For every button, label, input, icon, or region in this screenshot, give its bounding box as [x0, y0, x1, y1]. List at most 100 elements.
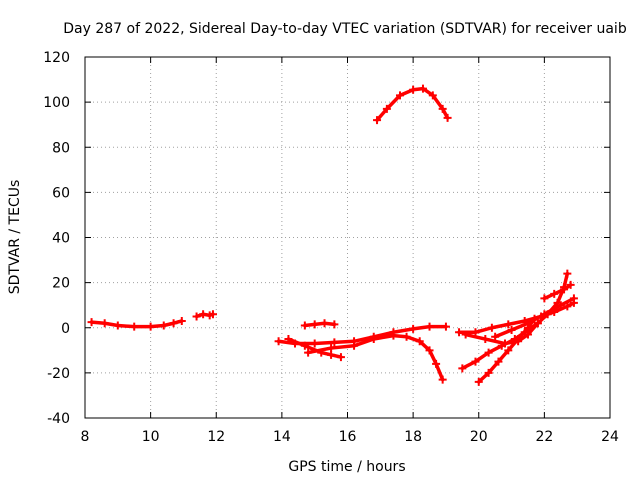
- axes: 8 10 12 14 16 18 20 22 24 -40 -20 0 20 40 60 80 100 120: [43, 50, 619, 445]
- series-arc-12: [491, 294, 578, 341]
- x-tick-label: 24: [601, 429, 619, 445]
- data-point: [428, 91, 437, 100]
- data-point: [415, 337, 424, 346]
- series-arc-3: [373, 84, 452, 125]
- data-point: [569, 294, 578, 303]
- data-point: [533, 319, 542, 328]
- series-line: [375, 86, 450, 122]
- data-point: [330, 320, 339, 329]
- series-arc-7: [304, 331, 447, 384]
- y-tick-label: 80: [52, 140, 70, 156]
- data-point: [507, 326, 516, 335]
- data-point: [87, 318, 96, 327]
- data-point: [100, 319, 109, 328]
- data-point: [350, 341, 359, 350]
- series-arc-13: [540, 280, 575, 303]
- x-tick-label: 12: [207, 429, 225, 445]
- data-point: [566, 280, 575, 289]
- data-point: [402, 332, 411, 341]
- series-line: [493, 296, 576, 339]
- data-point: [336, 353, 345, 362]
- data-point: [491, 332, 500, 341]
- data-point: [471, 357, 480, 366]
- series-line: [542, 283, 573, 301]
- series-arc-2: [192, 310, 217, 321]
- data-point: [300, 321, 309, 330]
- data-point: [443, 113, 452, 122]
- y-tick-label: 40: [52, 231, 70, 247]
- data-point: [438, 104, 447, 113]
- grid-lines: [85, 57, 610, 418]
- data-point: [113, 321, 122, 330]
- data-point: [369, 335, 378, 344]
- data-point: [310, 339, 319, 348]
- data-point: [199, 310, 208, 319]
- data-point: [441, 322, 450, 331]
- data-point: [159, 321, 168, 330]
- x-tick-label: 10: [142, 429, 160, 445]
- series-line: [303, 321, 337, 328]
- data-point: [523, 330, 532, 339]
- data-point: [540, 294, 549, 303]
- data-series: [87, 84, 578, 386]
- data-point: [327, 350, 336, 359]
- data-point: [320, 319, 329, 328]
- data-point: [556, 301, 565, 310]
- x-tick-label: 20: [470, 429, 488, 445]
- y-tick-label: 20: [52, 276, 70, 292]
- x-tick-label: 22: [535, 429, 553, 445]
- x-tick-label: 14: [273, 429, 291, 445]
- data-point: [389, 331, 398, 340]
- data-point: [540, 310, 549, 319]
- y-tick-label: 0: [61, 321, 70, 337]
- data-point: [130, 322, 139, 331]
- data-point: [418, 84, 427, 93]
- data-point: [484, 368, 493, 377]
- data-point: [169, 319, 178, 328]
- data-point: [425, 346, 434, 355]
- data-point: [409, 85, 418, 94]
- data-point: [304, 348, 313, 357]
- data-point: [432, 359, 441, 368]
- data-point: [514, 337, 523, 346]
- data-point: [481, 335, 490, 344]
- data-point: [409, 324, 418, 333]
- data-point: [487, 323, 496, 332]
- data-point: [373, 116, 382, 125]
- data-point: [501, 339, 509, 348]
- x-tick-label: 8: [81, 429, 90, 445]
- data-point: [523, 319, 532, 328]
- data-point: [563, 269, 572, 278]
- data-point: [330, 338, 339, 347]
- data-point: [382, 104, 391, 113]
- series-arc-9: [458, 269, 572, 373]
- x-tick-label: 18: [404, 429, 422, 445]
- data-point: [425, 322, 434, 331]
- data-point: [396, 91, 404, 100]
- data-point: [504, 346, 513, 355]
- series-arc-1: [87, 316, 186, 331]
- data-point: [474, 377, 483, 386]
- data-point: [484, 348, 493, 357]
- y-tick-label: 120: [43, 50, 70, 66]
- data-point: [146, 322, 155, 331]
- data-point: [284, 335, 293, 344]
- data-point: [504, 320, 513, 329]
- series-line: [306, 333, 445, 382]
- data-point: [310, 320, 319, 329]
- data-point: [461, 330, 470, 339]
- y-tick-label: 60: [52, 185, 70, 201]
- data-point: [274, 337, 283, 346]
- series-arc-11: [461, 319, 542, 348]
- y-axis-label: SDTVAR / TECUs: [7, 180, 23, 295]
- data-point: [458, 364, 467, 373]
- data-point: [327, 344, 336, 353]
- y-tick-label: 100: [43, 95, 70, 111]
- data-point: [455, 328, 464, 337]
- x-axis-label: GPS time / hours: [288, 459, 405, 475]
- data-point: [192, 312, 201, 321]
- data-point: [560, 285, 569, 294]
- x-tick-label: 16: [339, 429, 357, 445]
- chart-title: Day 287 of 2022, Sidereal Day-to-day VTE…: [63, 21, 627, 37]
